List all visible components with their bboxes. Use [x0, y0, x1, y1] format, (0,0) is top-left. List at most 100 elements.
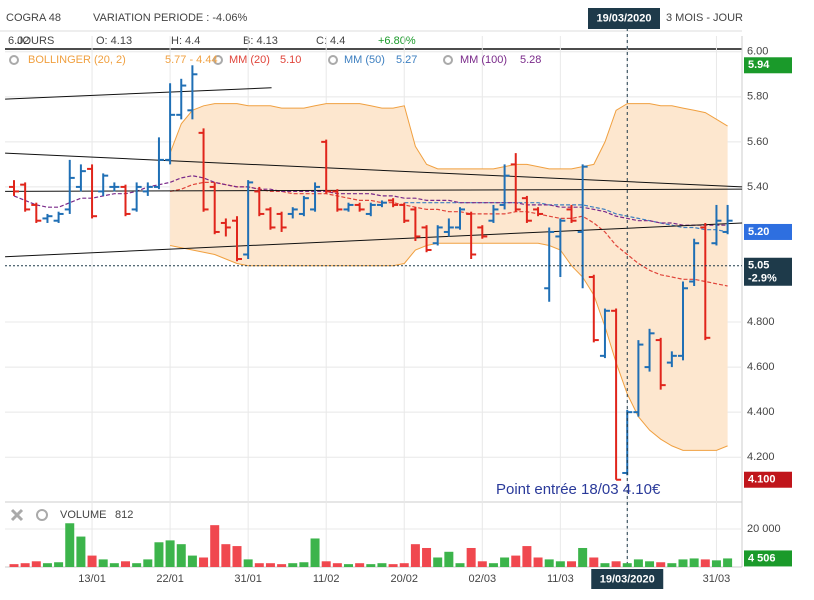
volume-bar [544, 559, 554, 567]
volume-bar [433, 557, 443, 567]
period[interactable]: 3 MOIS - JOUR [666, 12, 743, 24]
volume-bar [288, 563, 298, 567]
moving-average [169, 181, 728, 287]
price-tag [744, 57, 792, 74]
gear-icon[interactable] [9, 55, 19, 65]
volume-bar [377, 563, 387, 567]
volume-bar [611, 561, 621, 567]
x-tick-label: 19/03/2020 [600, 573, 655, 585]
volume-bar [422, 547, 432, 567]
variation: VARIATION PERIODE : -4.06% [93, 12, 247, 24]
volume-bar [65, 523, 75, 567]
price-tag [744, 471, 792, 488]
volume-bar [121, 561, 130, 567]
x-tick-label: 02/03 [469, 573, 497, 585]
volume-bar [711, 560, 721, 567]
legend-label: MM (100) [460, 54, 507, 66]
volume-bar [243, 559, 253, 567]
pane-title: VOLUME [60, 509, 106, 521]
volume-bar [221, 544, 231, 567]
volume-bar [31, 561, 41, 567]
ohlc-change: +6.80% [378, 35, 416, 47]
volume-bar [388, 564, 398, 567]
volume-bar [567, 561, 576, 567]
symbol: COGRA 48 [6, 12, 61, 24]
close-icon[interactable] [10, 508, 24, 522]
volume-bar [678, 559, 688, 567]
volume-bar [87, 555, 97, 567]
volume-bar [332, 563, 342, 567]
price-tag [744, 550, 792, 567]
plot: 6.00 5.80 5.60 5.40 4.800 4.600 4.400 4.200 13/0… [5, 28, 792, 589]
volume-bar [723, 558, 733, 567]
date-box [591, 569, 664, 589]
volume-bar [187, 555, 197, 567]
volume-bar [555, 561, 565, 567]
volume-bar [444, 551, 454, 567]
legend-label: MM (50) [344, 54, 385, 66]
y-tick-label: 5.60 [747, 136, 768, 148]
price-tag [744, 257, 792, 286]
icons [9, 55, 453, 522]
volume-bar [143, 559, 153, 567]
moving-average [404, 202, 728, 233]
ohlc-low: B: 4.13 [243, 35, 278, 47]
volume-bar [20, 563, 30, 567]
volume-bar [633, 559, 643, 567]
cursor-date: 19/03/2020 [596, 12, 651, 24]
volume-bar [700, 559, 710, 567]
trend-line [5, 188, 743, 192]
volume-bar [578, 547, 588, 567]
date-box [588, 8, 660, 29]
volume-bar [277, 564, 287, 567]
legend-label: BOLLINGER (20, 2) [28, 54, 126, 66]
volume-bar [98, 559, 108, 567]
legend-value: 5.28 [520, 54, 541, 66]
volume-bar [154, 542, 164, 567]
annotation: Point entrée 18/03 4.10€ [496, 481, 661, 498]
x-tick-label: 20/02 [390, 573, 418, 585]
volume-bar [399, 563, 409, 567]
y-tick-label: 5.40 [747, 181, 768, 193]
volume-bar [109, 563, 119, 567]
gear-icon[interactable] [36, 509, 48, 521]
volume-bar [622, 563, 632, 567]
price-tag-label: 4 506 [748, 552, 776, 564]
price-tag-label: 4.100 [748, 474, 776, 486]
volume-bar [165, 540, 175, 567]
x-tick-label: 31/03 [703, 573, 731, 585]
volume-bar [232, 546, 242, 567]
bollinger-upper [169, 103, 728, 170]
y-tick-label: 4.400 [747, 406, 775, 418]
price-tag-label: 5.20 [748, 226, 769, 238]
gear-icon[interactable] [328, 55, 338, 65]
volume-bar [511, 555, 521, 567]
interval[interactable]: JOURS [17, 35, 54, 47]
trend-line [5, 87, 272, 100]
volume-bar [321, 561, 331, 567]
y-tick-label: 4.600 [747, 361, 775, 373]
volume-bar [54, 562, 64, 567]
volume-bar [455, 563, 465, 567]
volume-bar [366, 564, 376, 567]
trend-line [5, 222, 743, 258]
volume-bar [689, 558, 699, 567]
y-tick-label: 20 000 [747, 523, 781, 535]
volume-bar [522, 546, 532, 567]
trend-line [5, 152, 743, 188]
legend-label: MM (20) [229, 54, 270, 66]
gear-icon[interactable] [213, 55, 223, 65]
price-tag-sub: -2.9% [748, 273, 777, 285]
legend-value: 5.77 - 4.44 [165, 54, 218, 66]
x-tick-label: 11/03 [547, 573, 574, 585]
volume-bar [344, 564, 353, 567]
legend-value: 5.27 [396, 54, 417, 66]
y-tick-label: 6.00 [747, 46, 768, 58]
volume-bar [589, 557, 599, 567]
y-tick-label: 4.800 [747, 316, 775, 328]
volume-bar [199, 557, 209, 567]
gear-icon[interactable] [443, 55, 453, 65]
pane-title-value: 812 [115, 509, 133, 521]
